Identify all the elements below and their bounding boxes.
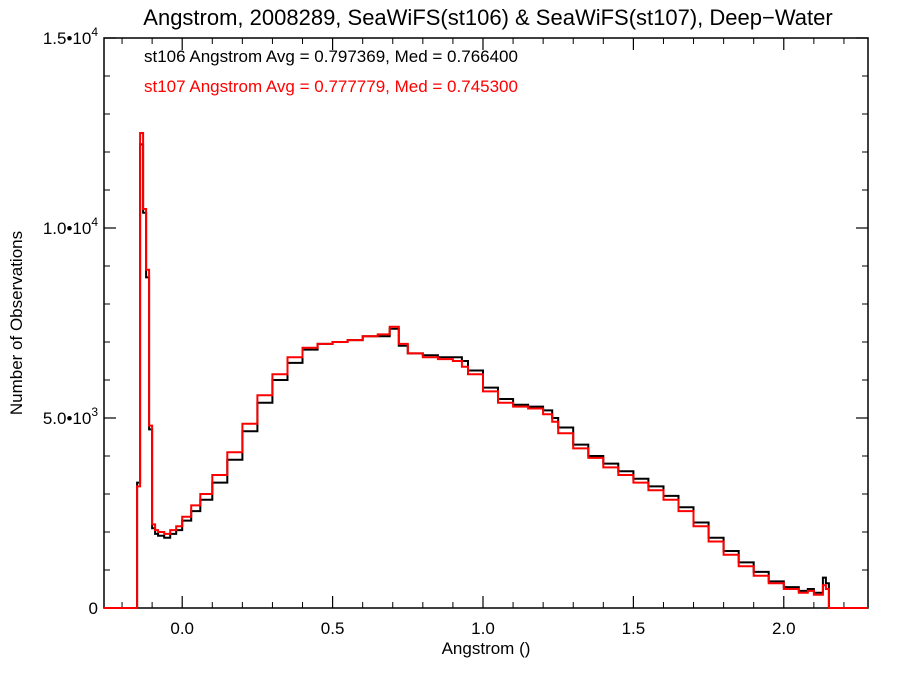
y-tick-mantissa: 1.0•10 <box>43 219 92 238</box>
x-tick-label: 1.0 <box>471 619 495 638</box>
y-tick-mantissa: 1.5•10 <box>43 29 92 48</box>
x-tick-label: 0.5 <box>321 619 345 638</box>
y-tick-exponent: 3 <box>91 405 98 419</box>
plot-frame <box>103 37 869 609</box>
x-tick-label: 0.0 <box>170 619 194 638</box>
chart-title: Angstrom, 2008289, SeaWiFS(st106) & SeaW… <box>143 5 832 30</box>
y-tick-label: 1.5•104 <box>43 25 99 48</box>
y-tick-mantissa: 5.0•10 <box>43 409 92 428</box>
series-line-1 <box>104 132 868 609</box>
series-group <box>104 132 868 609</box>
x-axis-label: Angstrom () <box>442 639 531 658</box>
y-axis-label: Number of Observations <box>7 231 26 415</box>
y-tick-exponent: 4 <box>91 25 98 39</box>
series-line-0 <box>104 143 868 609</box>
annotation-st106: st106 Angstrom Avg = 0.797369, Med = 0.7… <box>144 47 518 66</box>
y-tick-mantissa: 0 <box>89 599 98 618</box>
y-tick-exponent: 4 <box>91 215 98 229</box>
y-tick-label: 1.0•104 <box>43 215 99 238</box>
y-tick-label: 5.0•103 <box>43 405 99 428</box>
y-tick-label: 0 <box>89 599 98 618</box>
x-tick-label: 2.0 <box>772 619 796 638</box>
annotation-st107: st107 Angstrom Avg = 0.777779, Med = 0.7… <box>144 77 518 96</box>
x-tick-label: 1.5 <box>622 619 646 638</box>
